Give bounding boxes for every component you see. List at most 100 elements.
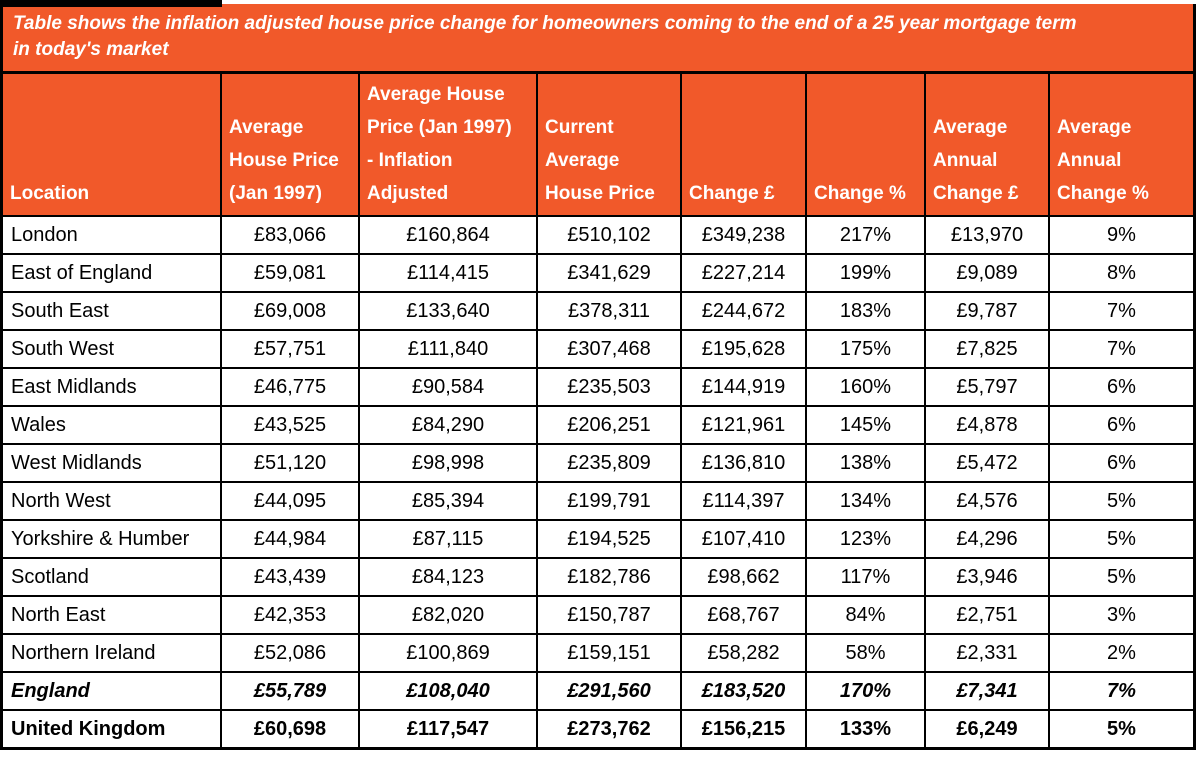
value-cell: £341,629 [536,253,682,293]
value-cell: £13,970 [924,215,1050,255]
col-header-location: Location [3,74,222,217]
table-body: London £83,066 £160,864 £510,102 £349,238 217… [3,215,1193,747]
value-cell: £4,296 [924,519,1050,559]
value-cell: £5,472 [924,443,1050,483]
col-header-avg-price-1997-inflation-adjusted: Average House Price (Jan 1997) - Inflati… [358,74,538,217]
location-cell: North West [3,481,222,521]
table-row: Scotland £43,439 £84,123 £182,786 £98,662 117… [3,557,1193,597]
value-cell: £273,762 [536,709,682,747]
value-cell: £68,767 [680,595,807,635]
value-cell: 5% [1048,709,1193,747]
house-price-table: Location Average House Price (Jan 1997) … [3,74,1193,747]
table-row: United Kingdom £60,698 £117,547 £273,762 £15… [3,709,1193,747]
value-cell: £235,503 [536,367,682,407]
table-row: South East £69,008 £133,640 £378,311 £244,67… [3,291,1193,331]
value-cell: £195,628 [680,329,807,369]
value-cell: £291,560 [536,671,682,711]
value-cell: £2,751 [924,595,1050,635]
value-cell: £59,081 [220,253,360,293]
value-cell: £156,215 [680,709,807,747]
value-cell: £144,919 [680,367,807,407]
value-cell: £84,290 [358,405,538,445]
value-cell: £194,525 [536,519,682,559]
col-header-change-percent: Change % [805,74,926,217]
table-row: North East £42,353 £82,020 £150,787 £68,767 8… [3,595,1193,635]
value-cell: 160% [805,367,926,407]
value-cell: £69,008 [220,291,360,331]
location-cell: Yorkshire & Humber [3,519,222,559]
top-left-black-bar [0,0,222,7]
value-cell: 3% [1048,595,1193,635]
table-row: London £83,066 £160,864 £510,102 £349,238 217… [3,215,1193,255]
value-cell: 7% [1048,329,1193,369]
location-cell: East of England [3,253,222,293]
col-header-avg-annual-change-percent: Average Annual Change % [1048,74,1193,217]
value-cell: £43,439 [220,557,360,597]
value-cell: £4,878 [924,405,1050,445]
value-cell: £199,791 [536,481,682,521]
value-cell: £183,520 [680,671,807,711]
value-cell: £206,251 [536,405,682,445]
value-cell: £44,984 [220,519,360,559]
value-cell: £108,040 [358,671,538,711]
value-cell: £9,089 [924,253,1050,293]
value-cell: 138% [805,443,926,483]
value-cell: 58% [805,633,926,673]
value-cell: 7% [1048,291,1193,331]
value-cell: £349,238 [680,215,807,255]
value-cell: £55,789 [220,671,360,711]
value-cell: £60,698 [220,709,360,747]
value-cell: £43,525 [220,405,360,445]
table-row: England £55,789 £108,040 £291,560 £183,520 17… [3,671,1193,711]
value-cell: £51,120 [220,443,360,483]
value-cell: £121,961 [680,405,807,445]
value-cell: 5% [1048,519,1193,559]
value-cell: £46,775 [220,367,360,407]
value-cell: 6% [1048,405,1193,445]
col-header-current-avg-price: Current Average House Price [536,74,682,217]
value-cell: 8% [1048,253,1193,293]
col-header-avg-price-1997: Average House Price (Jan 1997) [220,74,360,217]
location-cell: London [3,215,222,255]
value-cell: 84% [805,595,926,635]
value-cell: £9,787 [924,291,1050,331]
value-cell: 5% [1048,557,1193,597]
value-cell: £98,998 [358,443,538,483]
value-cell: £111,840 [358,329,538,369]
location-cell: East Midlands [3,367,222,407]
location-cell: South West [3,329,222,369]
col-header-change-pounds: Change £ [680,74,807,217]
value-cell: £160,864 [358,215,538,255]
location-cell: North East [3,595,222,635]
table-row: Northern Ireland £52,086 £100,869 £159,151 £… [3,633,1193,673]
table-row: West Midlands £51,120 £98,998 £235,809 £136,… [3,443,1193,483]
location-cell: West Midlands [3,443,222,483]
table-title-line-1: Table shows the inflation adjusted house… [13,13,1077,34]
value-cell: £100,869 [358,633,538,673]
table-row: Yorkshire & Humber £44,984 £87,115 £194,525… [3,519,1193,559]
location-cell: South East [3,291,222,331]
table-row: Wales £43,525 £84,290 £206,251 £121,961 145% £… [3,405,1193,445]
house-price-table-frame: Table shows the inflation adjusted house… [0,4,1196,750]
value-cell: 2% [1048,633,1193,673]
table-row: South West £57,751 £111,840 £307,468 £195,62… [3,329,1193,369]
value-cell: £4,576 [924,481,1050,521]
value-cell: £244,672 [680,291,807,331]
value-cell: £114,397 [680,481,807,521]
value-cell: £114,415 [358,253,538,293]
value-cell: £235,809 [536,443,682,483]
value-cell: £107,410 [680,519,807,559]
header-row: Location Average House Price (Jan 1997) … [3,74,1193,217]
value-cell: £378,311 [536,291,682,331]
value-cell: 175% [805,329,926,369]
value-cell: 7% [1048,671,1193,711]
value-cell: £117,547 [358,709,538,747]
value-cell: 145% [805,405,926,445]
value-cell: £85,394 [358,481,538,521]
value-cell: £52,086 [220,633,360,673]
value-cell: £83,066 [220,215,360,255]
value-cell: £82,020 [358,595,538,635]
value-cell: 183% [805,291,926,331]
value-cell: 6% [1048,443,1193,483]
